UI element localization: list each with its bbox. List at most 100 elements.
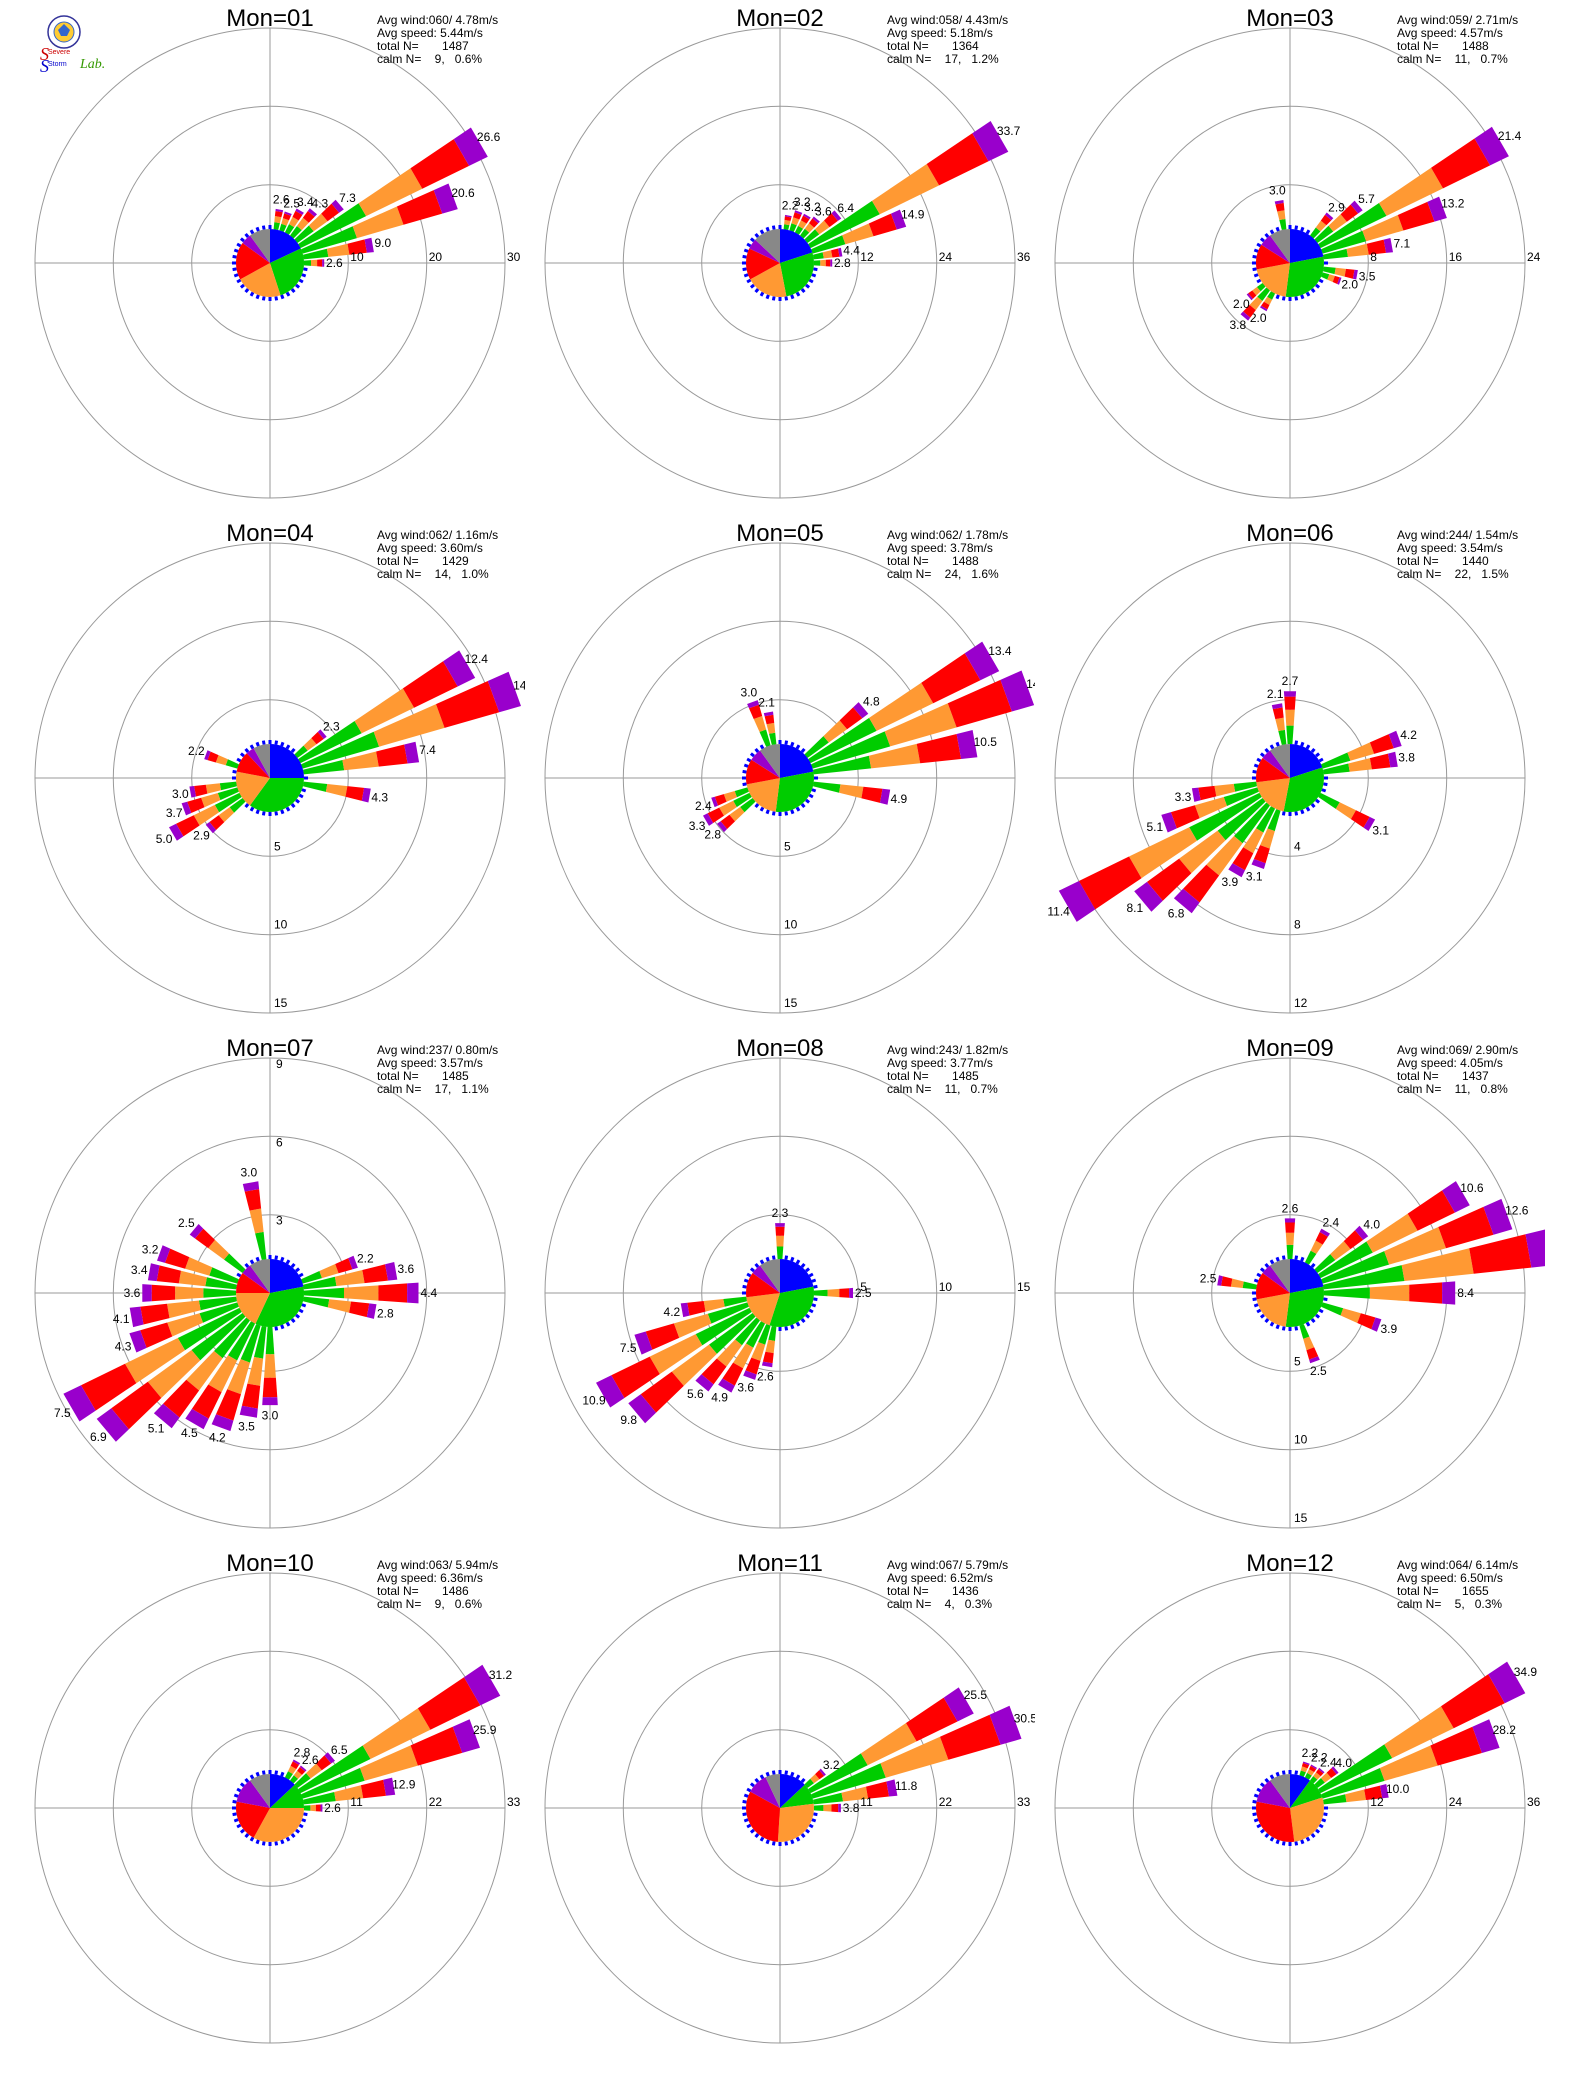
fringe-tick: [274, 1770, 279, 1775]
wind-bar-segment: [811, 731, 891, 769]
wind-bar-segment: [1302, 1761, 1310, 1766]
pie-slice: [1256, 778, 1290, 812]
pie-slice: [250, 1259, 270, 1293]
wind-bar-segment: [1369, 753, 1391, 770]
fringe-tick: [1300, 1839, 1305, 1845]
wind-bar-segment: [1310, 1776, 1318, 1784]
pie-slice: [1290, 1780, 1323, 1808]
fringe-tick: [1281, 811, 1286, 816]
bar-value-label: 11.8: [895, 1779, 918, 1793]
wind-bar-segment: [808, 717, 877, 764]
pie-slice: [780, 744, 814, 778]
wind-bar: [1299, 1761, 1310, 1777]
fringe-tick: [1256, 1787, 1262, 1793]
wind-bar-segment: [921, 653, 981, 704]
fringe-tick: [805, 798, 811, 804]
fringe-tick: [754, 1262, 760, 1268]
wind-bar-segment: [747, 700, 759, 709]
fringe-tick: [813, 1812, 818, 1817]
bar-value-label: 2.6: [326, 256, 343, 270]
wind-bar-segment: [1275, 717, 1285, 731]
wind-bar-segment: [225, 759, 239, 769]
wind-bar-segment: [1234, 802, 1270, 844]
fringe-tick: [280, 1324, 285, 1330]
wind-bar-segment: [1206, 836, 1243, 876]
bar-value-label: 8.4: [1457, 1286, 1474, 1300]
wind-bar: [147, 1263, 237, 1290]
wind-bar: [596, 1307, 752, 1408]
wind-bar-segment: [1306, 1347, 1319, 1360]
wind-bar-segment: [301, 731, 380, 769]
wind-bar-segment: [63, 1385, 96, 1422]
wind-bar: [718, 1321, 766, 1393]
wind-bar-segment: [776, 1246, 784, 1260]
fringe-tick: [1294, 1770, 1299, 1775]
ring-label: 11: [350, 1795, 363, 1809]
wind-bar-segment: [761, 1361, 773, 1368]
ring-label: 4: [1294, 839, 1301, 853]
fringe-tick: [800, 747, 806, 753]
wind-bar-segment: [1284, 1218, 1296, 1223]
wind-bar-segment: [1309, 1356, 1320, 1364]
fringe-tick: [239, 752, 245, 758]
wind-bar-segment: [769, 732, 777, 745]
wind-bar-segment: [1321, 230, 1367, 254]
pie-slice: [1270, 1774, 1290, 1808]
wind-bar: [185, 1321, 256, 1430]
wind-bar-segment: [811, 1763, 886, 1799]
wind-bar-segment: [972, 121, 1009, 162]
wind-bar: [747, 700, 771, 747]
fringe-tick: [800, 803, 806, 809]
wind-bar: [1323, 1784, 1389, 1805]
stat-avg-wind: Avg wind:244/ 1.54m/s: [1397, 528, 1519, 542]
stat-total: total N= 1487: [377, 39, 469, 53]
pie-slice: [236, 753, 270, 778]
wind-bar: [303, 1296, 377, 1319]
pie-slice: [1255, 244, 1290, 270]
fringe-tick: [236, 1823, 242, 1829]
wind-bar-segment: [1214, 783, 1236, 797]
ring-label: 24: [939, 250, 953, 264]
wind-bar-segment: [301, 1271, 322, 1284]
severe-storm-lab-logo: S Severe S Storm Lab.: [40, 15, 105, 76]
wind-bar-segment: [284, 224, 295, 235]
stat-total: total N= 1485: [887, 1069, 979, 1083]
wind-bar-segment: [349, 1301, 370, 1318]
wind-bar: [1321, 272, 1342, 285]
wind-bar-segment: [813, 1805, 824, 1811]
wind-bar-segment: [1315, 1232, 1328, 1245]
wind-bar-segment: [803, 213, 811, 220]
wind-bar: [808, 1687, 974, 1794]
wind-bar: [1323, 751, 1398, 775]
wind-bar-segment: [376, 744, 408, 767]
fringe-tick: [1305, 229, 1311, 235]
stats-block: Avg wind:069/ 2.90m/s Avg speed: 4.05m/s t…: [1397, 1044, 1518, 1096]
fringe-tick: [1259, 237, 1265, 243]
fringe-tick: [742, 1284, 747, 1289]
wind-bar: [63, 1307, 242, 1422]
wind-bar-segment: [224, 1253, 246, 1273]
fringe-tick: [285, 806, 291, 812]
fringe-tick: [1256, 1308, 1262, 1314]
wind-bar-segment: [204, 750, 211, 761]
wind-bar-segment: [1469, 1234, 1532, 1274]
bar-value-label: 2.6: [1282, 1201, 1299, 1215]
wind-bar-segment: [249, 1208, 264, 1234]
wind-bar: [703, 792, 752, 826]
bar-value-label: 2.3: [772, 1206, 789, 1220]
fringe-tick: [1305, 744, 1311, 750]
wind-bar: [1161, 787, 1259, 833]
bar-value-label: 12.6: [1505, 1203, 1529, 1217]
wind-bar-segment: [1251, 859, 1266, 869]
wind-bar-segment: [1252, 287, 1261, 296]
pie-slice: [746, 1791, 780, 1842]
fringe-tick: [244, 1777, 250, 1783]
bar-value-label: 4.0: [1335, 1756, 1352, 1770]
ring-label: 33: [1017, 1795, 1031, 1809]
fringe-tick: [295, 798, 301, 804]
wind-bar-segment: [385, 1262, 398, 1281]
stat-total: total N= 1488: [887, 554, 979, 568]
wind-bar-segment: [791, 217, 800, 226]
wind-rose-chart: 26.620.69.07.32.64.33.42.52.610 20 30: [34, 27, 521, 499]
fringe-tick: [1269, 1774, 1275, 1780]
